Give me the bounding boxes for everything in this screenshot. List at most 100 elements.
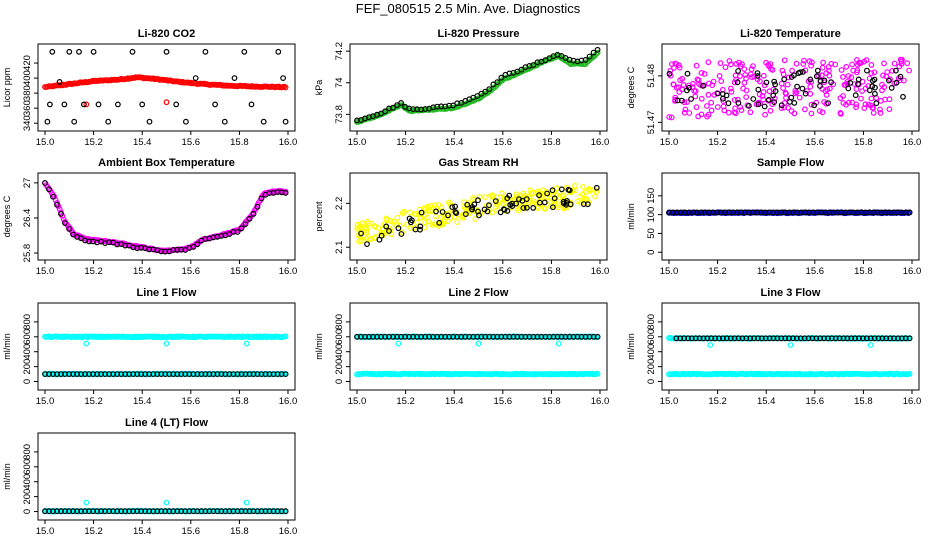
data-point xyxy=(418,209,425,216)
data-point xyxy=(852,92,859,99)
data-point xyxy=(786,335,792,342)
y-tick-label: 0 xyxy=(334,379,345,384)
data-point xyxy=(126,371,133,378)
data-point xyxy=(541,205,547,212)
data-point xyxy=(708,335,715,342)
data-point xyxy=(518,66,525,73)
data-point xyxy=(681,109,688,116)
panel-8: Line 2 Flow ml/min 15.0 15.2 15.4 15.6 15.8 16.… xyxy=(314,287,609,407)
data-point xyxy=(406,215,413,222)
data-point xyxy=(266,371,273,378)
data-point xyxy=(528,190,535,197)
data-point xyxy=(154,371,161,378)
data-point xyxy=(793,89,800,96)
data-point xyxy=(407,209,413,216)
data-point xyxy=(192,75,199,81)
data-point xyxy=(853,86,860,92)
data-point xyxy=(56,78,63,85)
x-tick-label: 15.2 xyxy=(84,137,103,148)
data-point xyxy=(364,218,371,225)
data-point xyxy=(763,79,770,86)
plot-frame xyxy=(661,302,920,391)
data-point xyxy=(392,222,399,229)
data-point xyxy=(781,76,788,83)
data-point xyxy=(750,96,757,102)
x-tick-label: 15.6 xyxy=(494,266,513,277)
data-point xyxy=(376,236,383,243)
data-point xyxy=(138,508,145,515)
data-point xyxy=(791,99,798,106)
x-tick-label: 15.2 xyxy=(708,137,727,148)
data-point xyxy=(868,95,875,102)
y-tick-label: 420 xyxy=(22,55,33,71)
data-point xyxy=(222,371,229,378)
panel-title: Line 3 Flow xyxy=(761,287,821,299)
data-point xyxy=(902,335,909,342)
data-point xyxy=(580,183,586,190)
x-tick-label: 15.8 xyxy=(854,137,873,148)
data-point xyxy=(841,81,848,88)
plot-frame xyxy=(349,302,608,391)
data-point xyxy=(767,61,774,67)
data-point xyxy=(719,91,726,97)
data-point xyxy=(444,218,451,225)
data-point xyxy=(210,508,217,515)
data-point xyxy=(762,335,769,342)
data-point xyxy=(869,77,876,84)
data-point xyxy=(832,335,839,342)
data-point xyxy=(454,219,461,226)
data-point xyxy=(811,102,818,109)
data-point xyxy=(673,335,680,342)
data-point xyxy=(202,48,209,55)
data-point xyxy=(501,206,508,213)
data-point xyxy=(891,335,897,342)
data-point xyxy=(872,90,878,97)
data-point xyxy=(470,333,477,340)
data-point xyxy=(766,335,773,342)
series-dips xyxy=(707,342,874,348)
data-point xyxy=(727,335,734,342)
data-point xyxy=(771,95,778,102)
data-point xyxy=(398,231,405,237)
data-point xyxy=(258,508,265,515)
data-point xyxy=(821,335,827,342)
data-point xyxy=(896,63,903,70)
series-average xyxy=(673,335,913,342)
data-point xyxy=(771,99,777,105)
data-point xyxy=(755,335,761,342)
data-point xyxy=(802,106,808,113)
data-point xyxy=(809,335,816,342)
data-point xyxy=(354,221,361,228)
data-point xyxy=(704,103,710,109)
data-point xyxy=(372,223,379,230)
data-point xyxy=(879,335,886,342)
data-point xyxy=(582,57,589,63)
x-tick-label: 15.4 xyxy=(133,526,152,537)
series-measured xyxy=(666,56,912,121)
data-point xyxy=(584,201,591,208)
data-point xyxy=(394,214,401,221)
data-point xyxy=(705,91,712,98)
data-point xyxy=(202,371,209,378)
series-dips xyxy=(83,340,250,347)
data-point xyxy=(403,221,410,228)
y-tick-label: 600 xyxy=(646,329,657,345)
data-point xyxy=(821,77,828,84)
y-tick-label: 27 xyxy=(22,178,33,189)
data-point xyxy=(555,340,562,347)
data-point xyxy=(250,371,257,378)
panel-5: Gas Stream RH percent 15.0 15.2 15.4 15.6 15.8… xyxy=(314,157,609,277)
data-point xyxy=(873,100,880,107)
data-point xyxy=(895,335,901,342)
plot-frame xyxy=(661,172,920,261)
data-point xyxy=(796,94,803,101)
y-axis-label: ml/min xyxy=(2,463,12,490)
data-point xyxy=(274,508,281,515)
x-tick-label: 15.4 xyxy=(133,266,152,277)
data-point xyxy=(130,508,137,515)
data-point xyxy=(280,75,287,81)
panel-title: Line 4 (LT) Flow xyxy=(125,417,208,429)
data-point xyxy=(735,68,741,74)
data-point xyxy=(780,85,786,91)
data-point xyxy=(760,72,767,79)
